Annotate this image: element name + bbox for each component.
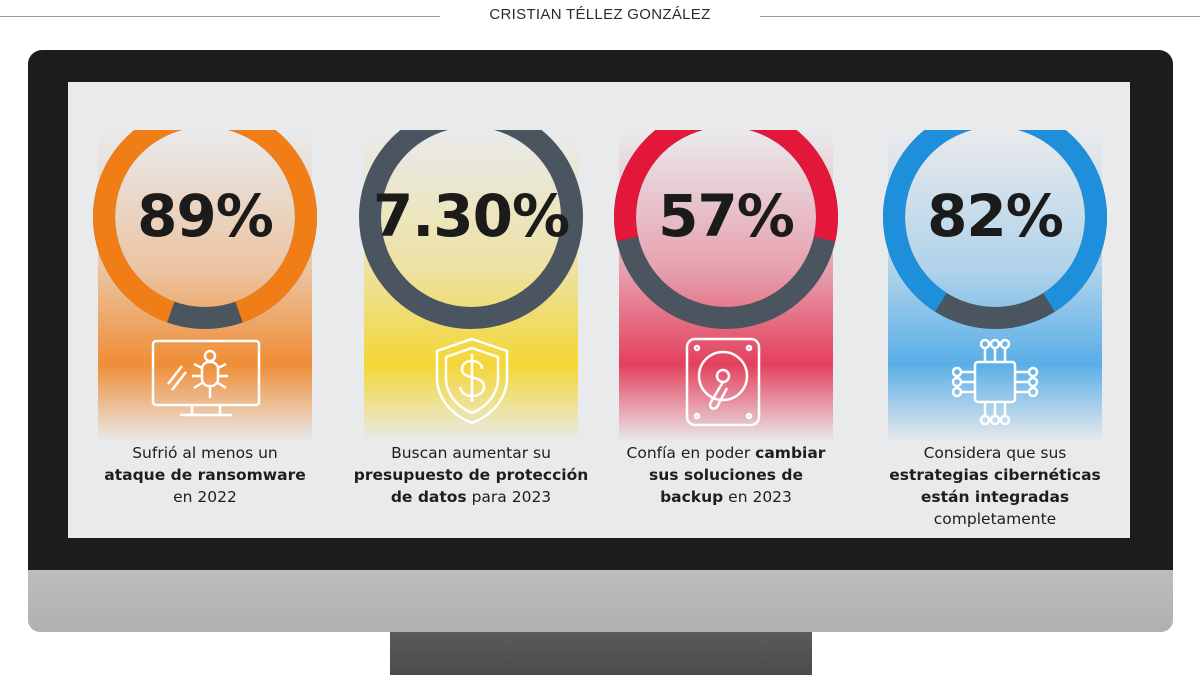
infected-computer-bug-icon — [151, 339, 261, 417]
stat-card-ransomware: 89% — [90, 130, 320, 442]
percentage-ring — [883, 130, 1107, 329]
percentage-value: 7.30% — [372, 182, 570, 250]
stat-card-cyber-strategy: 82% — [880, 130, 1110, 442]
monitor-screen: 89% — [68, 82, 1130, 538]
stat-card-backup: 57% — [611, 130, 841, 442]
percentage-value: 57% — [658, 182, 795, 250]
percentage-ring — [93, 130, 317, 329]
byline-rule-right — [760, 16, 1200, 17]
hard-drive-icon — [685, 337, 761, 427]
monitor-chin — [28, 570, 1173, 632]
microchip-icon — [951, 338, 1039, 426]
byline-rule-left — [0, 16, 440, 17]
ring-progress — [93, 130, 317, 329]
percentage-ring — [359, 130, 583, 329]
percentage-ring — [614, 130, 838, 329]
shield-dollar-icon — [435, 337, 509, 425]
stat-caption: Considera que sus estrategias cibernétic… — [889, 444, 1101, 528]
byline: CRISTIAN TÉLLEZ GONZÁLEZ — [440, 6, 760, 23]
percentage-value: 89% — [137, 182, 274, 250]
stat-caption: Confía en poder cambiar sus soluciones d… — [626, 444, 826, 506]
ring-track — [359, 130, 583, 329]
stat-card-budget: 7.30% — [356, 130, 586, 442]
stat-caption: Buscan aumentar su presupuesto de protec… — [353, 444, 589, 506]
stat-caption: Sufrió al menos un ataque de ransomware … — [104, 444, 306, 506]
percentage-value: 82% — [927, 182, 1064, 250]
monitor-stand — [390, 632, 812, 675]
ring-progress — [614, 130, 838, 329]
